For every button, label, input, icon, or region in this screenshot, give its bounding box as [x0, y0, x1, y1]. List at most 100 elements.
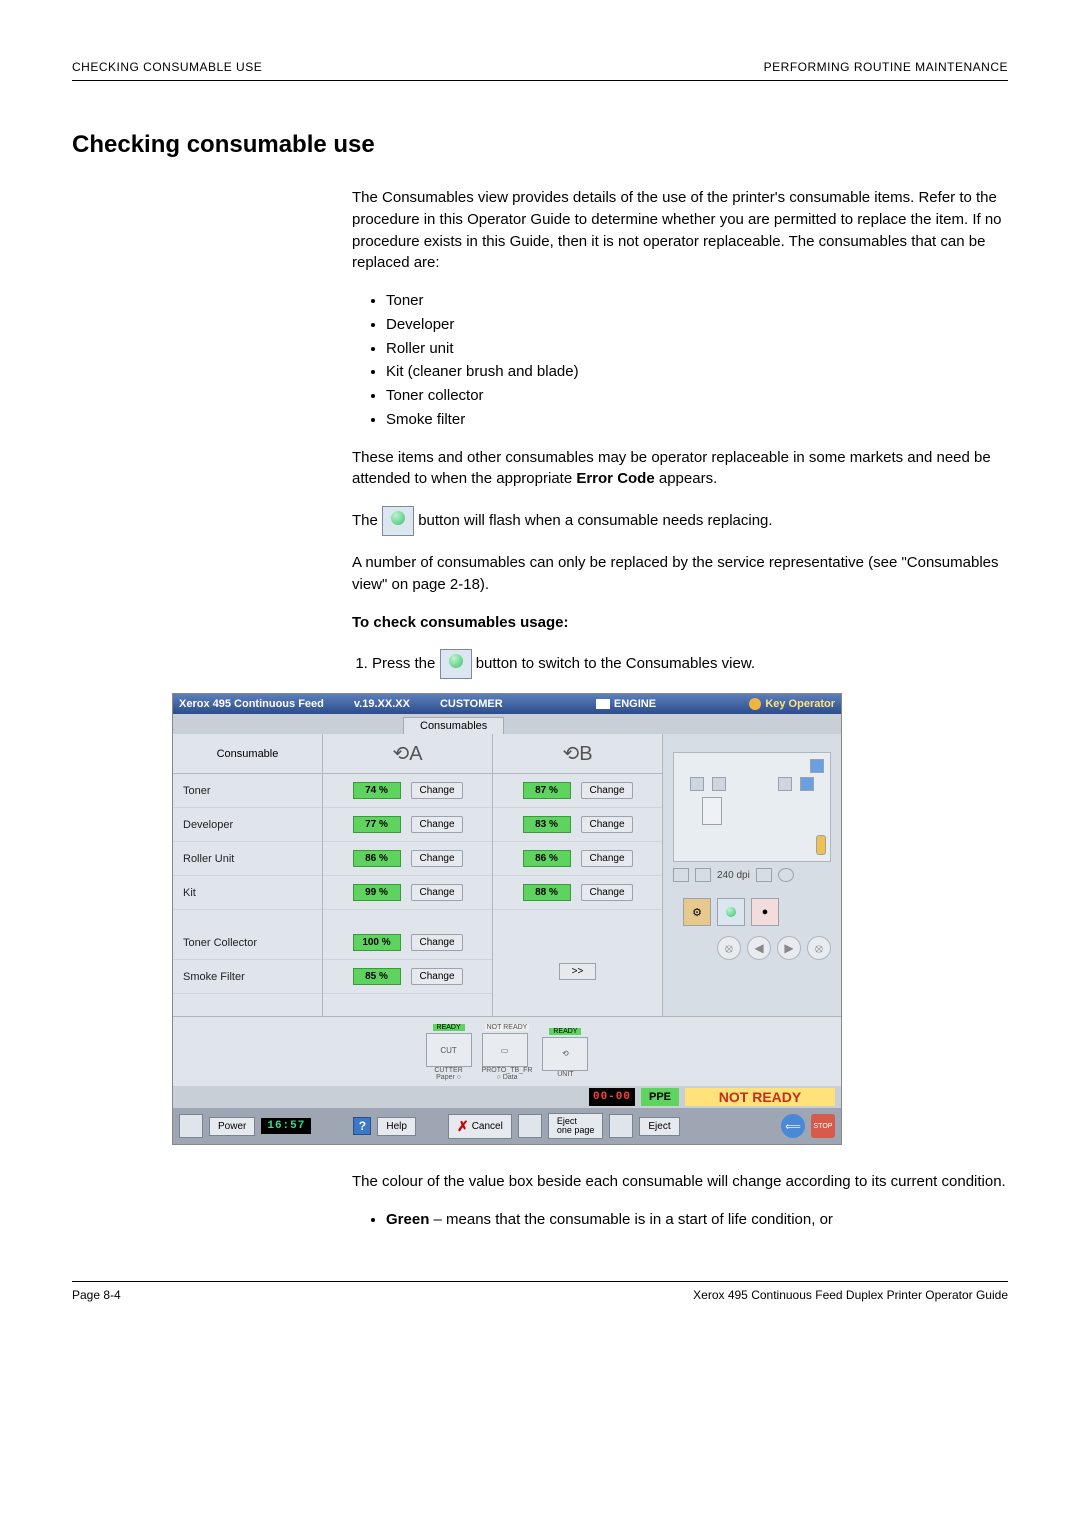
- eject-button[interactable]: Eject: [639, 1117, 679, 1136]
- row-label: Smoke Filter: [173, 960, 322, 994]
- cancel-button[interactable]: ✗Cancel: [448, 1114, 512, 1139]
- engine-a-icon: ⟲A: [392, 741, 422, 766]
- settings-button[interactable]: ⚙: [683, 898, 711, 926]
- list-item: Green – means that the consumable is in …: [386, 1209, 1008, 1231]
- stop-button[interactable]: STOP: [811, 1114, 835, 1138]
- customer-label: CUSTOMER: [440, 698, 503, 710]
- change-button[interactable]: Change: [411, 884, 463, 901]
- row-label: Kit: [173, 876, 322, 910]
- consumables-panel: Consumable Toner Developer Roller Unit K…: [173, 734, 841, 1016]
- page-header: CHECKING CONSUMABLE USE PERFORMING ROUTI…: [72, 60, 1008, 81]
- nav-next-button[interactable]: ▶: [777, 936, 801, 960]
- alert-button[interactable]: ●: [751, 898, 779, 926]
- row-label: Developer: [173, 808, 322, 842]
- change-button[interactable]: Change: [581, 850, 633, 867]
- value-box: 100 %: [353, 934, 401, 951]
- footer-page-number: Page 8-4: [72, 1288, 121, 1302]
- value-box: 74 %: [353, 782, 401, 799]
- value-box: 88 %: [523, 884, 571, 901]
- intro-paragraph: The Consumables view provides details of…: [352, 187, 1008, 274]
- subheading: To check consumables usage:: [352, 612, 1008, 634]
- value-box: 85 %: [353, 968, 401, 985]
- version-label: v.19.XX.XX: [354, 698, 410, 710]
- list-item: Kit (cleaner brush and blade): [386, 361, 1008, 383]
- section-title: Checking consumable use: [72, 131, 1008, 159]
- tab-consumables[interactable]: Consumables: [403, 717, 504, 734]
- window-titlebar: Xerox 495 Continuous Feed v.19.XX.XX CUS…: [173, 694, 841, 714]
- header-right: PERFORMING ROUTINE MAINTENANCE: [764, 60, 1008, 74]
- value-box: 77 %: [353, 816, 401, 833]
- value-box: 83 %: [523, 816, 571, 833]
- change-button[interactable]: Change: [581, 816, 633, 833]
- more-button[interactable]: >>: [559, 963, 597, 980]
- value-box: 87 %: [523, 782, 571, 799]
- speaker-icon: [673, 868, 689, 882]
- change-button[interactable]: Change: [411, 850, 463, 867]
- help-button[interactable]: Help: [377, 1117, 416, 1136]
- column-header-consumable: Consumable: [173, 734, 322, 774]
- power-icon[interactable]: [179, 1114, 203, 1138]
- row-label: Toner Collector: [173, 926, 322, 960]
- change-button[interactable]: Change: [581, 782, 633, 799]
- power-button[interactable]: Power: [209, 1117, 255, 1136]
- consumables-icon: [440, 649, 472, 679]
- replaceables-list: Toner Developer Roller unit Kit (cleaner…: [386, 290, 1008, 431]
- flash-paragraph: The button will flash when a consumable …: [352, 506, 1008, 536]
- quick-buttons: ⚙ ●: [683, 898, 831, 926]
- mode-icon: [756, 868, 772, 882]
- labels-column: Consumable Toner Developer Roller Unit K…: [173, 734, 323, 1016]
- change-button[interactable]: Change: [411, 816, 463, 833]
- list-item: Toner collector: [386, 385, 1008, 407]
- nav-first-button[interactable]: ⦻: [717, 936, 741, 960]
- eject-one-page-button[interactable]: Eject one page: [548, 1113, 604, 1139]
- change-button[interactable]: Change: [411, 934, 463, 951]
- after-paragraph-1: The colour of the value box beside each …: [352, 1171, 1008, 1193]
- change-button[interactable]: Change: [411, 968, 463, 985]
- footer-doc-title: Xerox 495 Continuous Feed Duplex Printer…: [693, 1288, 1008, 1302]
- color-legend-list: Green – means that the consumable is in …: [386, 1209, 1008, 1231]
- dpi-label: 240 dpi: [717, 870, 750, 881]
- eject-page-icon[interactable]: [518, 1114, 542, 1138]
- status-icons-row: 240 dpi: [673, 868, 831, 882]
- consumables-screenshot: Xerox 495 Continuous Feed v.19.XX.XX CUS…: [172, 693, 842, 1145]
- step-1: Press the button to switch to the Consum…: [372, 649, 1008, 679]
- preview-column: 240 dpi ⚙ ● ⦻ ◀ ▶ ⦻: [663, 734, 841, 1016]
- paper-path-diagram: READY CUT CUTTER Paper ○ NOT READY ▭ PRO…: [173, 1016, 841, 1086]
- list-item: Toner: [386, 290, 1008, 312]
- value-box: 86 %: [353, 850, 401, 867]
- clock-display: 16:57: [261, 1118, 311, 1134]
- engine-label: ENGINE: [596, 698, 656, 710]
- tab-row: Consumables: [173, 714, 841, 734]
- nav-prev-button[interactable]: ◀: [747, 936, 771, 960]
- consumables-icon: [382, 506, 414, 536]
- proto-block: NOT READY ▭ PROTO_TB_FR ○ Data: [482, 1022, 533, 1081]
- engine-a-column: ⟲A 74 % Change 77 % Change 86 % Change 99 %…: [323, 734, 493, 1016]
- printer-diagram: [673, 752, 831, 862]
- service-rep-paragraph: A number of consumables can only be repl…: [352, 552, 1008, 596]
- cutter-block: READY CUT CUTTER Paper ○: [426, 1022, 472, 1081]
- consumables-button[interactable]: [717, 898, 745, 926]
- engine-b-column: ⟲B 87 %Change 83 %Change 86 %Change 88 %…: [493, 734, 663, 1016]
- change-button[interactable]: Change: [581, 884, 633, 901]
- nav-last-button[interactable]: ⦻: [807, 936, 831, 960]
- bottom-bar: Power 16:57 ? Help ✗Cancel Eject one pag…: [173, 1108, 841, 1144]
- list-item: Smoke filter: [386, 409, 1008, 431]
- product-name: Xerox 495 Continuous Feed: [179, 698, 324, 710]
- value-box: 86 %: [523, 850, 571, 867]
- back-button[interactable]: ⟸: [781, 1114, 805, 1138]
- page-footer: Page 8-4 Xerox 495 Continuous Feed Duple…: [72, 1281, 1008, 1302]
- ppe-badge: PPE: [641, 1088, 679, 1106]
- eject-icon[interactable]: [609, 1114, 633, 1138]
- power-icon: [778, 868, 794, 882]
- status-strip: 00-00 PPE NOT READY: [173, 1086, 841, 1108]
- help-icon[interactable]: ?: [353, 1117, 371, 1135]
- status-badge: NOT READY: [685, 1088, 835, 1106]
- unit-block: READY ⟲ UNIT: [542, 1026, 588, 1078]
- change-button[interactable]: Change: [411, 782, 463, 799]
- value-box: 99 %: [353, 884, 401, 901]
- row-label: Toner: [173, 774, 322, 808]
- nav-buttons: ⦻ ◀ ▶ ⦻: [673, 936, 831, 960]
- header-left: CHECKING CONSUMABLE USE: [72, 60, 262, 74]
- list-item: Developer: [386, 314, 1008, 336]
- steps-list: Press the button to switch to the Consum…: [372, 649, 1008, 679]
